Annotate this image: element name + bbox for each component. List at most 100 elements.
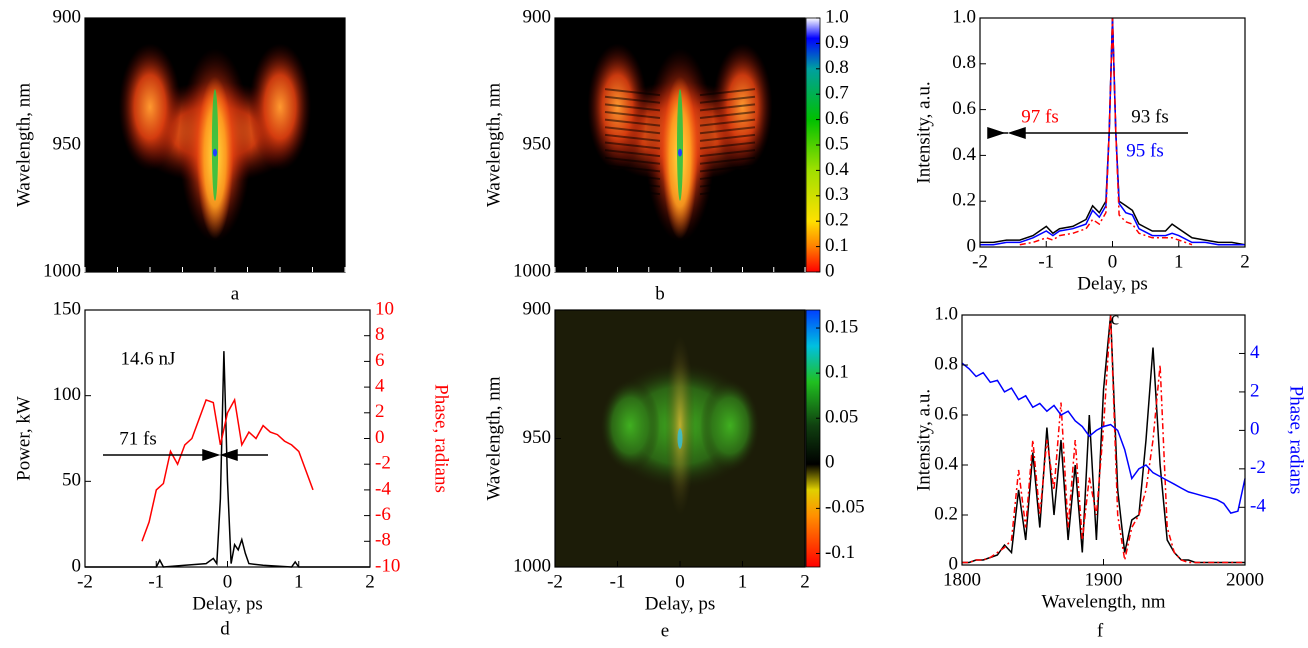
spectrogram-shade xyxy=(118,43,182,171)
y-tick-label: 0 xyxy=(949,553,959,574)
spectrogram-fringe xyxy=(699,187,756,196)
y-tick-label: 950 xyxy=(523,133,552,154)
annotation: 95 fs xyxy=(1126,140,1163,161)
y-axis-label: Wavelength, nm xyxy=(483,376,504,500)
arrow-head xyxy=(202,448,221,462)
colorbar-tick-label: 0.7 xyxy=(825,83,849,104)
colorbar-tick-label: 0 xyxy=(825,260,835,281)
spectrogram-fringe xyxy=(604,187,661,196)
y-tick-label: 0.6 xyxy=(952,98,976,119)
x-tick-label: 2 xyxy=(365,571,375,592)
y2-tick-label: -4 xyxy=(375,478,391,499)
y-tick-label: 1000 xyxy=(513,260,551,281)
spectrogram-shade xyxy=(677,428,683,449)
x-tick-label: 1 xyxy=(1174,251,1184,272)
x-tick-label: 1900 xyxy=(1085,569,1123,590)
arrow-head xyxy=(1007,126,1026,140)
spectrogram-fringe xyxy=(604,118,661,127)
spectrogram-fringe xyxy=(604,179,661,188)
y2-tick-label: -2 xyxy=(1250,457,1266,478)
colorbar-tick-label: 0.9 xyxy=(825,32,849,53)
spectrogram-fringe xyxy=(604,95,661,104)
panel-caption: e xyxy=(661,620,669,641)
y-tick-label: 0.4 xyxy=(934,453,958,474)
x-tick-label: 0 xyxy=(223,571,233,592)
series-line xyxy=(85,351,370,568)
y-axis-label: Intensity, a.u. xyxy=(913,389,934,491)
y2-tick-label: 10 xyxy=(375,298,394,319)
y-tick-label: 0 xyxy=(967,235,977,256)
y-tick-label: 0.2 xyxy=(934,503,958,524)
colorbar-tick-label: -0.05 xyxy=(825,497,865,518)
y-tick-label: 0 xyxy=(72,555,82,576)
series-line xyxy=(1019,17,1193,246)
x-tick-label: -2 xyxy=(77,571,93,592)
colorbar-tick-label: 0.4 xyxy=(825,159,849,180)
spectrogram-fringe xyxy=(699,164,756,173)
y-tick-label: 1000 xyxy=(513,555,551,576)
x-tick-label: 2 xyxy=(1240,251,1250,272)
x-axis-label: Delay, ps xyxy=(645,593,716,614)
x-tick-label: 1 xyxy=(294,571,304,592)
y-tick-label: 0.6 xyxy=(934,403,958,424)
spectrogram-fringe xyxy=(699,110,756,119)
arrows xyxy=(103,126,1188,462)
spectrogram-shade xyxy=(678,148,682,157)
series-line xyxy=(961,362,1246,514)
x-tick-label: -1 xyxy=(610,571,626,592)
series-line xyxy=(962,314,1245,564)
y-tick-label: 0.8 xyxy=(952,52,976,73)
y-axis-label: Wavelength, nm xyxy=(483,83,504,207)
spectrogram-fringe xyxy=(604,88,661,97)
x-tick-label: -1 xyxy=(148,571,164,592)
panel-caption: c xyxy=(1111,308,1119,329)
y2-tick-label: 2 xyxy=(1250,380,1260,401)
spectrogram-fringe xyxy=(699,88,756,97)
spectrogram-shade xyxy=(211,89,219,201)
colorbar xyxy=(805,309,821,568)
x-tick-label: 0 xyxy=(675,571,685,592)
spectrogram-shade xyxy=(700,379,760,472)
annotation: 14.6 nJ xyxy=(121,348,176,369)
spectrogram-fringe xyxy=(604,156,661,165)
spectrogram-shade xyxy=(600,379,660,472)
y-tick-label: 150 xyxy=(53,298,82,319)
y2-tick-label: 8 xyxy=(375,324,385,345)
arrow-head xyxy=(987,126,1006,140)
colorbar-tick-label: 0.8 xyxy=(825,57,849,78)
spectrogram-fringe xyxy=(604,110,661,119)
spectrogram-shade xyxy=(248,43,312,171)
y-tick-label: 950 xyxy=(523,427,552,448)
y2-tick-label: -4 xyxy=(1250,496,1266,517)
plot-frame xyxy=(961,314,1246,566)
x-tick-label: -2 xyxy=(972,251,988,272)
spectrogram-fringe xyxy=(604,149,661,158)
y-tick-label: 100 xyxy=(53,384,82,405)
y2-tick-label: 0 xyxy=(375,427,385,448)
spectrogram-fringe xyxy=(699,95,756,104)
spectrogram-fringe xyxy=(604,164,661,173)
spectrogram-fringe xyxy=(699,141,756,150)
x-tick-label: 2 xyxy=(800,571,810,592)
y-tick-label: 0.8 xyxy=(934,353,958,374)
spectrogram-fringe xyxy=(699,149,756,158)
x-tick-label: -2 xyxy=(547,571,563,592)
spectrogram-fringe xyxy=(699,133,756,142)
colorbar-tick-label: 0.15 xyxy=(825,316,858,337)
y-tick-label: 0.4 xyxy=(952,144,976,165)
colorbar-tick-label: 0.3 xyxy=(825,184,849,205)
spectrogram-fringe xyxy=(699,103,756,112)
colorbar-tick-label: 0.5 xyxy=(825,133,849,154)
spectrogram-fringe xyxy=(604,171,661,180)
y2-tick-label: 6 xyxy=(375,350,385,371)
y2-tick-label: -8 xyxy=(375,530,391,551)
x-tick-label: -1 xyxy=(1038,251,1054,272)
x-tick-label: 1 xyxy=(738,571,748,592)
y2-tick-label: 4 xyxy=(375,375,385,396)
x-tick-label: 0 xyxy=(1108,251,1118,272)
x-axis-label: Delay, ps xyxy=(1077,273,1148,294)
y-tick-label: 0.2 xyxy=(952,190,976,211)
spectrogram-fringe xyxy=(699,171,756,180)
x-tick-label: 1800 xyxy=(943,569,981,590)
